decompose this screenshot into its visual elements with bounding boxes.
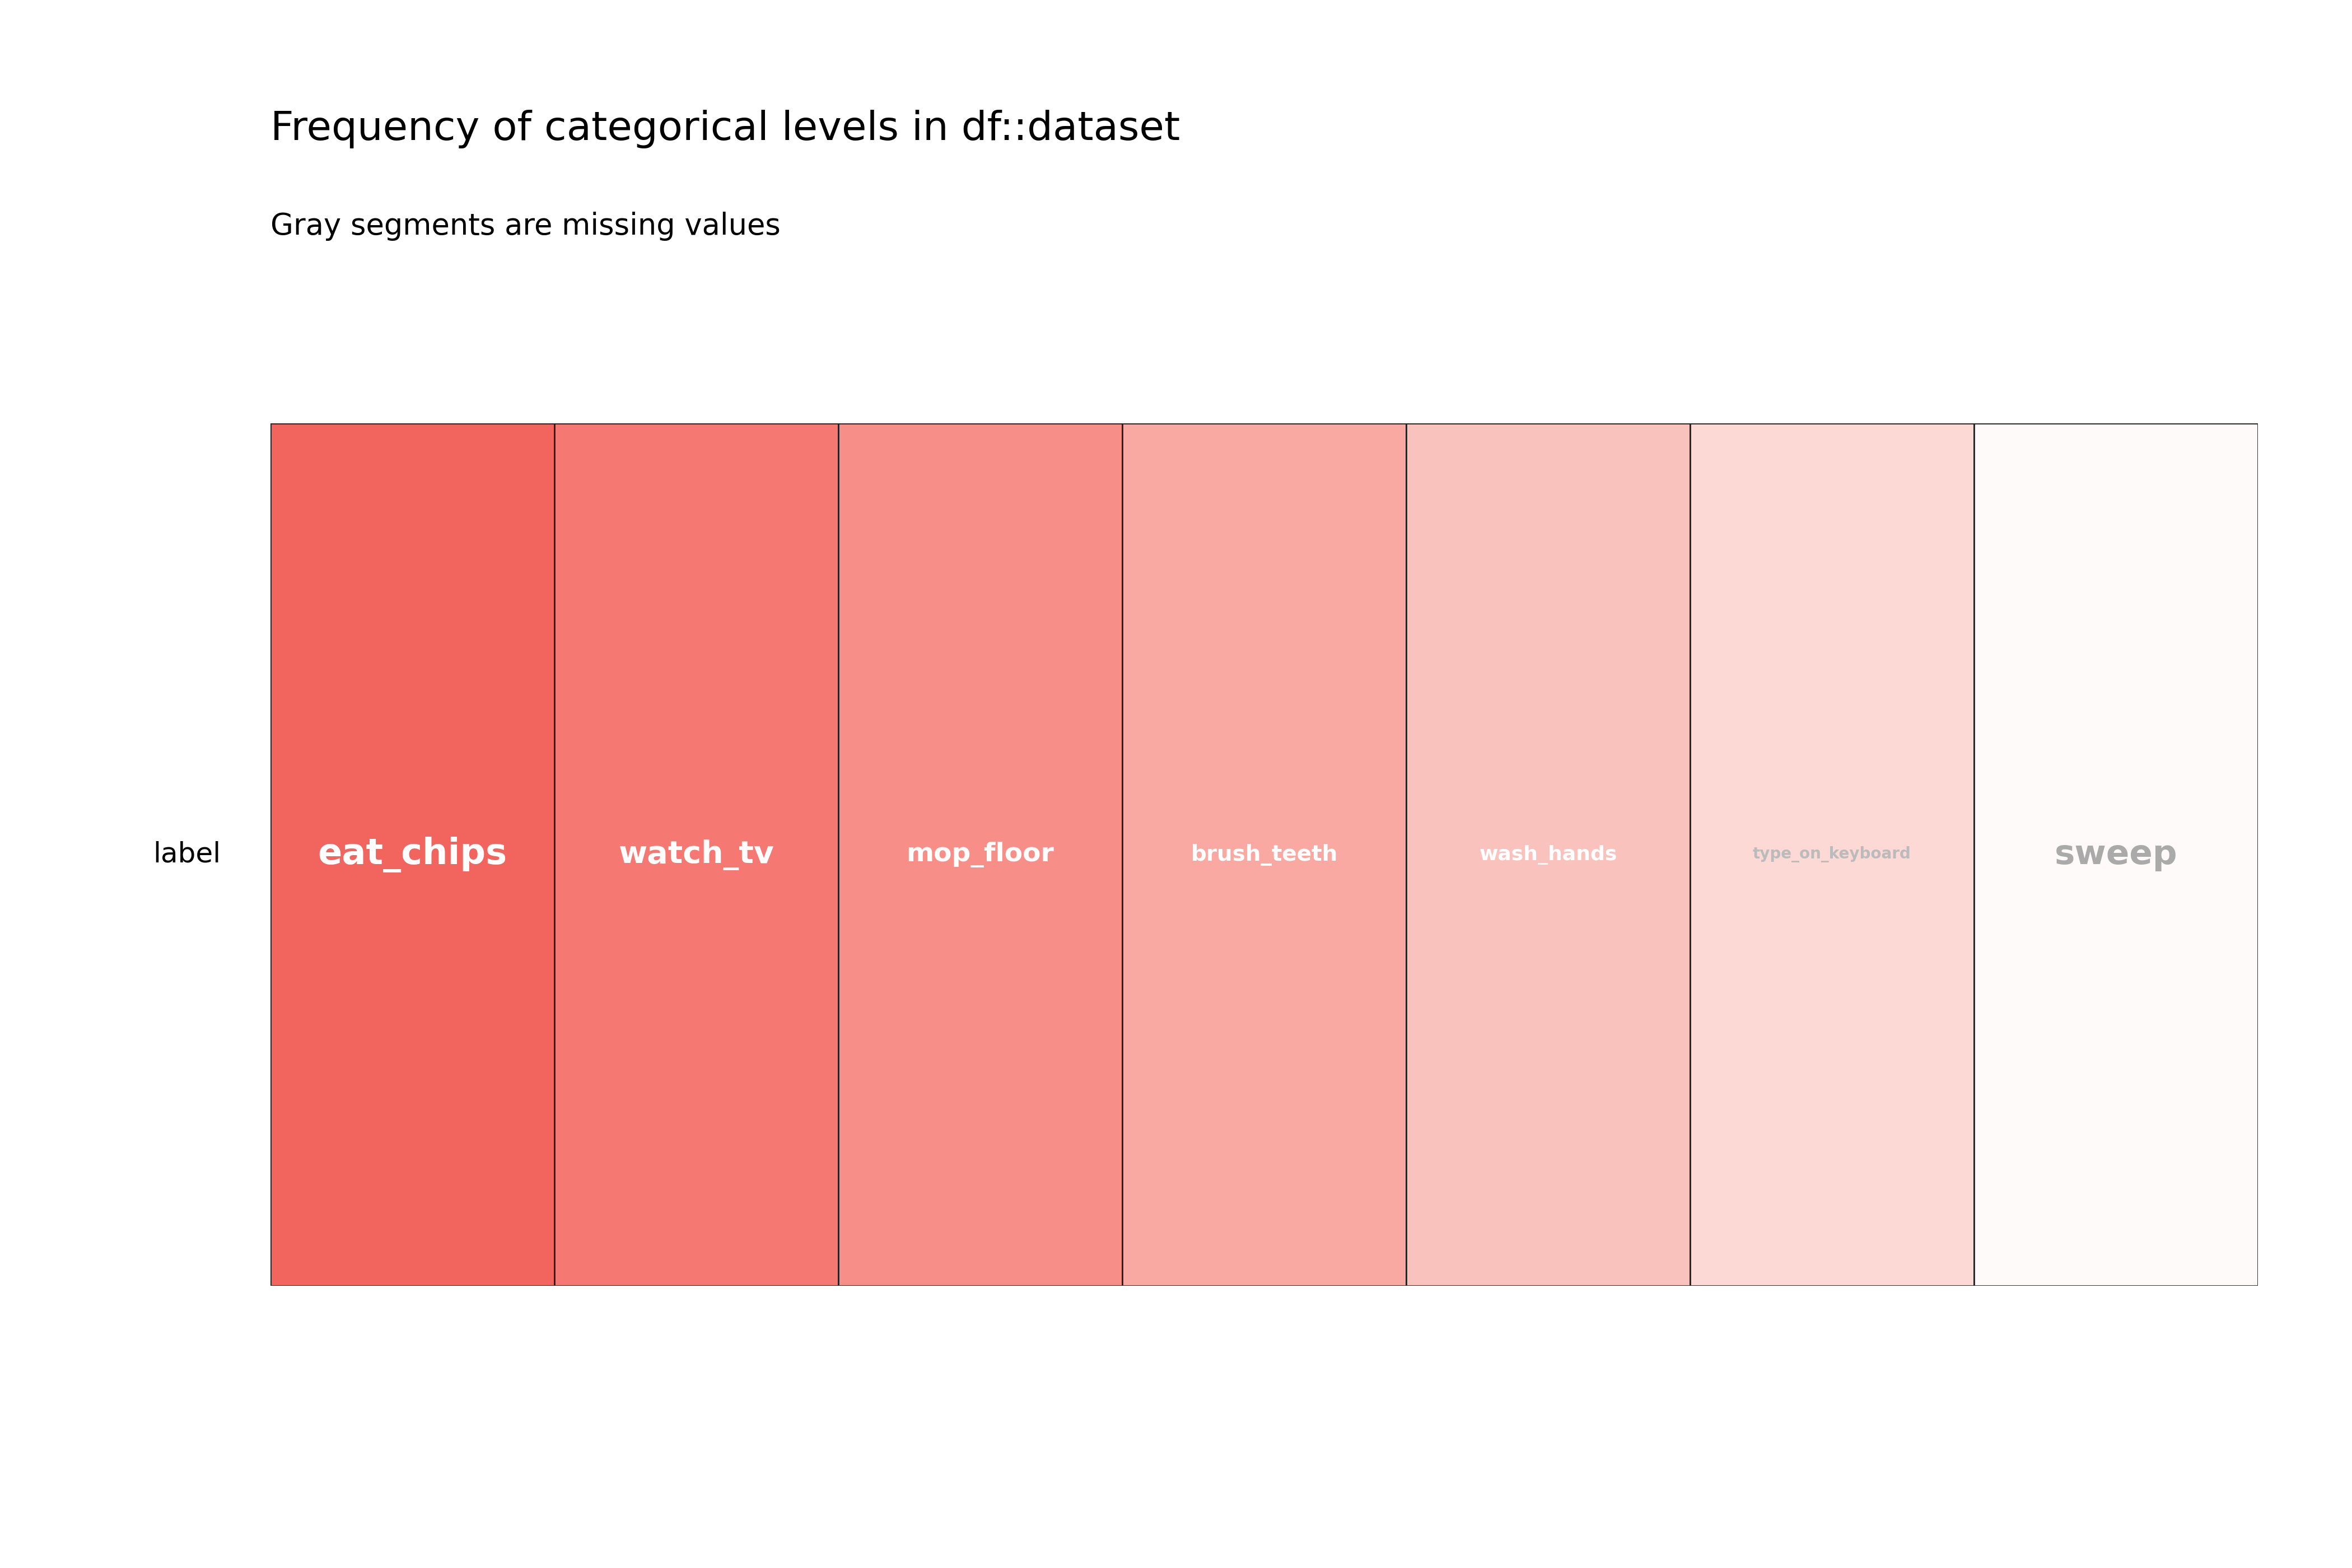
Text: brush_teeth: brush_teeth bbox=[1190, 844, 1338, 866]
Text: Gray segments are missing values: Gray segments are missing values bbox=[270, 212, 781, 241]
Text: label: label bbox=[153, 840, 221, 869]
Bar bbox=[1691, 423, 1973, 1286]
Text: watch_tv: watch_tv bbox=[619, 839, 774, 870]
Text: eat_chips: eat_chips bbox=[318, 837, 508, 872]
Bar bbox=[1406, 423, 1691, 1286]
Bar bbox=[555, 423, 837, 1286]
Text: wash_hands: wash_hands bbox=[1479, 845, 1618, 864]
Text: type_on_keyboard: type_on_keyboard bbox=[1752, 847, 1912, 862]
Text: Frequency of categorical levels in df::dataset: Frequency of categorical levels in df::d… bbox=[270, 110, 1181, 149]
Bar bbox=[837, 423, 1122, 1286]
Bar bbox=[270, 423, 555, 1286]
Text: sweep: sweep bbox=[2053, 837, 2178, 872]
Text: mop_floor: mop_floor bbox=[906, 842, 1054, 867]
Bar bbox=[1122, 423, 1406, 1286]
Bar bbox=[1973, 423, 2258, 1286]
